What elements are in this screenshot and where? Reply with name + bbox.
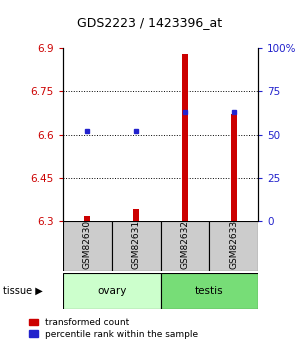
Text: GSM82633: GSM82633 bbox=[229, 220, 238, 269]
Text: GSM82630: GSM82630 bbox=[83, 220, 92, 269]
Bar bbox=[112, 221, 160, 271]
Text: GDS2223 / 1423396_at: GDS2223 / 1423396_at bbox=[77, 16, 223, 29]
Bar bbox=[160, 221, 209, 271]
Bar bbox=[182, 54, 188, 221]
Text: ovary: ovary bbox=[97, 286, 126, 296]
Bar bbox=[63, 221, 112, 271]
Text: tissue ▶: tissue ▶ bbox=[3, 286, 43, 296]
Text: testis: testis bbox=[195, 286, 224, 296]
Text: GSM82631: GSM82631 bbox=[132, 220, 141, 269]
Bar bbox=[160, 273, 258, 309]
Bar bbox=[209, 221, 258, 271]
Bar bbox=[63, 273, 160, 309]
Bar bbox=[231, 115, 237, 221]
Bar bbox=[133, 209, 139, 221]
Bar bbox=[85, 216, 90, 221]
Legend: transformed count, percentile rank within the sample: transformed count, percentile rank withi… bbox=[28, 317, 199, 340]
Text: GSM82632: GSM82632 bbox=[180, 220, 189, 269]
